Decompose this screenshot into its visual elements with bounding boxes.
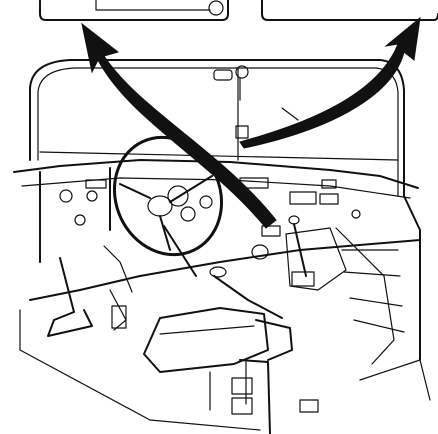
right-callout-arrow [239, 16, 421, 149]
left-callout-box [39, 0, 229, 21]
left-callout-arrow [81, 22, 277, 229]
windshield-frame [29, 59, 405, 197]
floor-and-tunnel [19, 215, 431, 431]
right-callout-box [261, 0, 438, 21]
driver-seat [143, 307, 293, 411]
rearview-mirror [213, 65, 249, 101]
body-side-frame [231, 195, 421, 434]
dashboard [13, 159, 419, 263]
pedals [47, 245, 133, 337]
steering-wheel [112, 135, 224, 277]
